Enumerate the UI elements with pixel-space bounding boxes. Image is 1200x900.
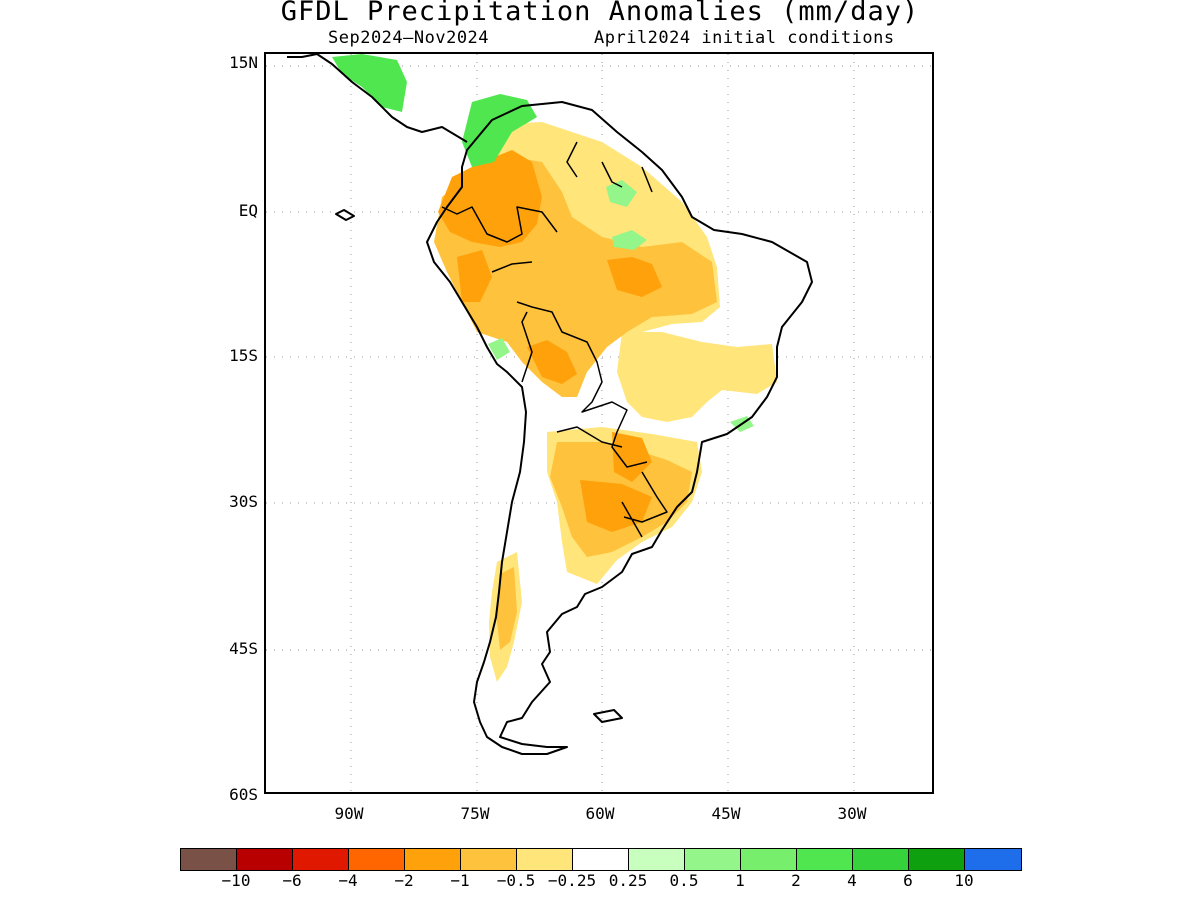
colorbar-label: 1	[735, 871, 745, 890]
colorbar-label: −6	[282, 871, 302, 890]
colorbar-swatch	[293, 849, 349, 870]
lon-label-90w: 90W	[334, 804, 364, 823]
lon-label-60w: 60W	[585, 804, 615, 823]
lat-label-15s: 15S	[229, 346, 258, 365]
forecast-period: Sep2024—Nov2024	[328, 28, 490, 48]
anomaly-weak-wet-guiana	[606, 180, 637, 207]
colorbar-swatch	[405, 849, 461, 870]
colorbar-swatch	[965, 849, 1021, 870]
colorbar-label: 10	[954, 871, 974, 890]
colorbar-swatch	[685, 849, 741, 870]
south-america-coastline	[426, 101, 813, 755]
colorbar-label: −0.5	[496, 871, 536, 890]
colorbar	[180, 848, 1022, 871]
colorbar-label: 2	[791, 871, 801, 890]
lat-label-45s: 45S	[229, 639, 258, 658]
anomaly-moderate-wet-central-america	[332, 54, 407, 112]
anomaly-moderate-dry-chile	[496, 567, 517, 650]
colorbar-label: 4	[847, 871, 857, 890]
colorbar-swatch	[461, 849, 517, 870]
anomaly-moderate-wet-colombia	[462, 94, 537, 167]
colorbar-swatch	[629, 849, 685, 870]
colorbar-label: 0.25	[608, 871, 648, 890]
lat-label-30s: 30S	[229, 492, 258, 511]
colorbar-swatch	[517, 849, 573, 870]
lon-label-30w: 30W	[837, 804, 867, 823]
map-panel	[264, 52, 934, 794]
anomaly-weak-dry-central-brazil	[617, 332, 777, 422]
anomaly-strong-dry-peru	[457, 250, 492, 302]
colorbar-swatch	[349, 849, 405, 870]
colorbar-swatch	[853, 849, 909, 870]
lat-label-60s: 60S	[229, 785, 258, 804]
colorbar-label: −1	[450, 871, 470, 890]
lat-label-eq: EQ	[238, 201, 258, 220]
falkland-islands	[593, 709, 623, 723]
colorbar-label: −2	[394, 871, 414, 890]
colorbar-swatch	[909, 849, 965, 870]
central-america-coastline	[287, 54, 468, 143]
colorbar-swatch	[797, 849, 853, 870]
map-title: GFDL Precipitation Anomalies (mm/day)	[280, 0, 920, 27]
coastlines	[287, 54, 813, 755]
colorbar-label: 6	[903, 871, 913, 890]
anomaly-weak-wet-peru	[488, 338, 510, 360]
colorbar-swatch	[181, 849, 237, 870]
colorbar-swatch	[237, 849, 293, 870]
lat-label-15n: 15N	[229, 53, 258, 72]
colorbar-label: −4	[338, 871, 358, 890]
colorbar-label: 0.5	[669, 871, 699, 890]
colorbar-swatch	[741, 849, 797, 870]
galapagos-islands	[335, 209, 355, 221]
initial-conditions: April2024 initial conditions	[594, 28, 895, 48]
anomaly-strong-dry-east-amazon	[607, 257, 662, 297]
colorbar-label: −0.25	[547, 871, 597, 890]
lon-label-75w: 75W	[460, 804, 490, 823]
colorbar-swatch	[573, 849, 629, 870]
anomaly-strong-dry-northwest	[438, 150, 542, 247]
lon-label-45w: 45W	[711, 804, 741, 823]
anomaly-weak-wet-amazon	[612, 230, 647, 250]
anomaly-strong-dry-bolivia	[527, 340, 577, 384]
anomaly-shading	[332, 54, 777, 682]
colorbar-label: −10	[221, 871, 251, 890]
precipitation-map	[266, 54, 932, 792]
anomaly-strong-dry-parana	[612, 432, 652, 482]
country-borders	[441, 141, 668, 538]
